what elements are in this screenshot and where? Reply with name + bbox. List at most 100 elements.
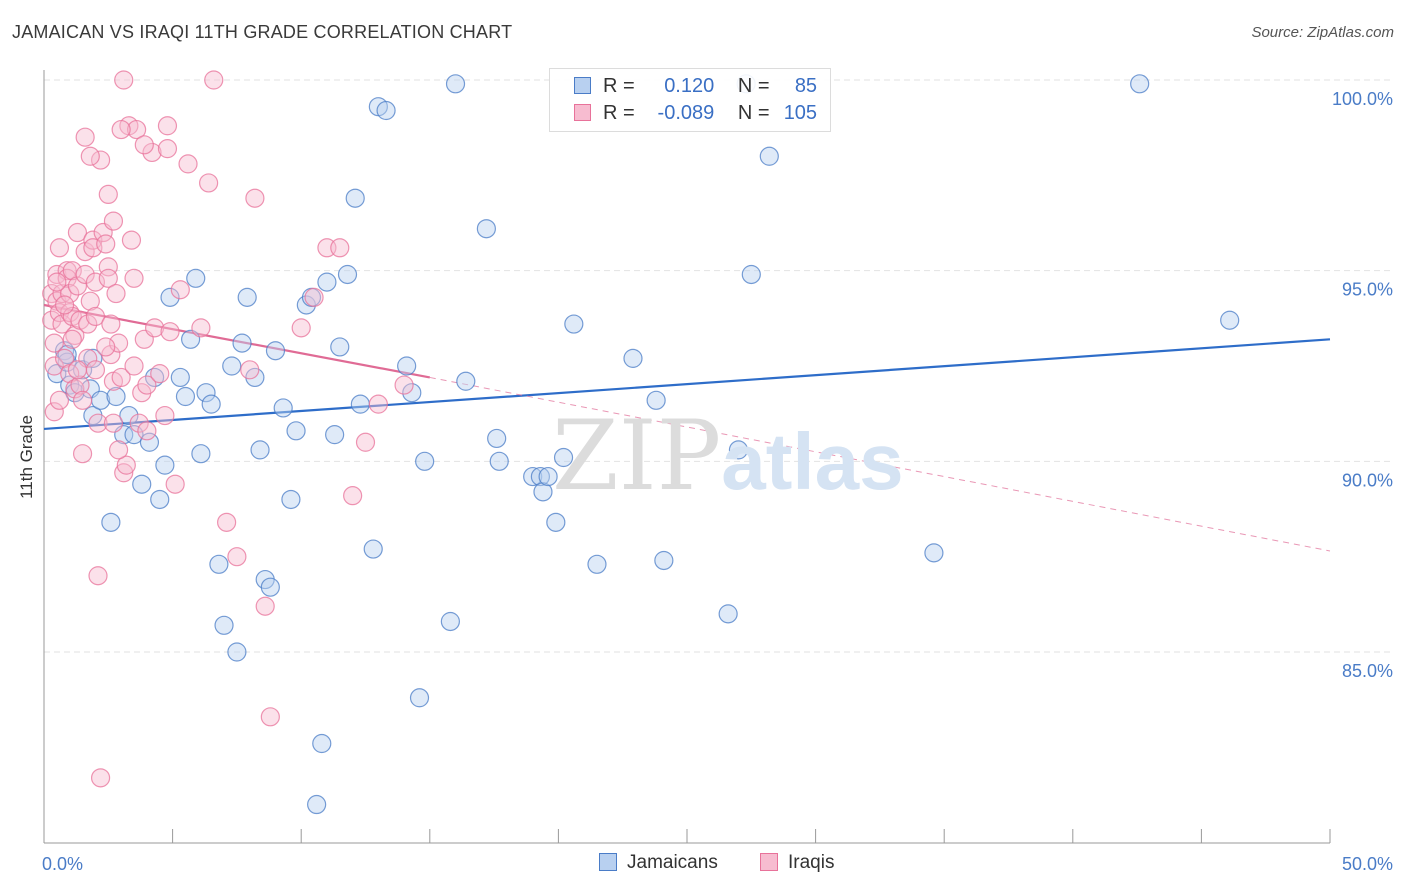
iraqi-point-92 (75, 127, 95, 147)
tick-labels: 85.0% 90.0% 95.0% 100.0% 0.0% 50.0% 11th Grade (17, 89, 1393, 874)
iraqi-point-17 (62, 261, 82, 281)
iraqi-point-91 (80, 146, 100, 166)
bottom-legend-iraqis: Iraqis (760, 852, 834, 874)
iraqi-point-75 (227, 547, 247, 567)
jamaican-point-13 (119, 405, 139, 426)
iraqi-point-66 (157, 116, 178, 136)
legend-row-iraqis: R = -0.089 N = 105 (574, 102, 817, 125)
jamaican-point-20 (160, 287, 180, 307)
jamaican-point-21 (170, 367, 190, 388)
legend-r-value-2: -0.089 (657, 102, 715, 124)
iraqi-point-57 (126, 119, 147, 140)
bottom-legend-swatch-pink (760, 853, 778, 871)
iraqi-point-10 (52, 314, 72, 334)
iraqi-point-55 (124, 268, 144, 288)
iraqi-trend-line (43, 303, 431, 379)
jamaican-point-49 (337, 264, 358, 285)
iraqi-point-87 (394, 375, 414, 395)
iraqi-point-94 (134, 135, 154, 155)
iraqi-point-49 (108, 333, 129, 353)
jamaican-point-62 (487, 428, 507, 449)
iraqi-point-9 (52, 283, 72, 304)
jamaican-point-45 (312, 733, 332, 754)
legend-n-label-1: N = (737, 75, 770, 97)
iraqi-point-54 (121, 230, 142, 250)
jamaican-point-67 (538, 466, 558, 487)
jamaican-point-15 (132, 474, 152, 494)
iraqi-point-84 (343, 486, 363, 506)
jamaican-point-74 (654, 550, 674, 571)
iraqi-point-47 (103, 413, 124, 433)
jamaican-point-25 (191, 444, 211, 464)
iraqi-point-44 (101, 314, 121, 334)
jamaican-point-26 (196, 383, 216, 403)
legend-r-value-1: 0.120 (664, 75, 715, 97)
jamaican-point-58 (440, 611, 460, 632)
jamaican-point-54 (397, 356, 417, 376)
legend-n-value-1: 85 (794, 75, 818, 97)
iraqi-point-14 (60, 283, 80, 304)
chart-title: JAMAICAN VS IRAQI 11TH GRADE CORRELATION… (12, 22, 513, 42)
jamaican-point-68 (546, 512, 566, 532)
iraqi-point-52 (114, 70, 134, 90)
iraqi-point-37 (88, 413, 108, 433)
iraqi-point-62 (142, 142, 162, 163)
jamaican-point-55 (402, 383, 422, 403)
jamaican-point-75 (718, 604, 738, 624)
iraqi-point-21 (67, 222, 88, 243)
jamaican-point-47 (325, 425, 345, 445)
jamaican-point-19 (155, 455, 175, 475)
iraqi-point-70 (178, 154, 198, 174)
jamaican-point-70 (564, 314, 584, 334)
y-tick-label-100: 100.0% (1332, 89, 1393, 109)
jamaican-point-51 (363, 539, 383, 559)
iraqi-point-96 (47, 272, 67, 292)
iraqi-point-4 (44, 402, 64, 422)
jamaican-point-60 (456, 371, 476, 391)
iraqi-point-79 (260, 707, 280, 727)
trend-lines (43, 303, 1331, 552)
iraqi-point-31 (80, 291, 100, 311)
jamaican-point-82 (1220, 310, 1240, 330)
legend-swatch-pink (574, 104, 591, 121)
data-points (42, 70, 1240, 815)
iraqi-point-83 (330, 238, 350, 258)
legend-swatch-blue (574, 77, 591, 94)
iraqi-point-24 (70, 375, 90, 395)
iraqi-point-90 (90, 150, 111, 170)
jamaican-point-18 (150, 489, 170, 510)
iraqi-point-77 (245, 188, 265, 208)
iraqi-point-93 (111, 119, 131, 140)
iraqi-point-73 (204, 70, 224, 90)
jamaican-point-29 (214, 615, 234, 635)
jamaican-point-30 (222, 356, 242, 376)
iraqi-point-68 (165, 474, 185, 494)
legend-r-label-1: R = (603, 75, 635, 97)
axes (43, 70, 1331, 844)
jamaican-point-59 (445, 74, 466, 94)
jamaican-point-48 (330, 337, 350, 357)
jamaican-point-57 (415, 451, 435, 471)
iraqi-point-104 (49, 390, 70, 410)
jamaican-point-50 (350, 394, 370, 414)
x-tick-label-max: 50.0% (1342, 854, 1393, 874)
jamaican-point-27 (201, 394, 221, 414)
jamaican-point-64 (523, 466, 543, 487)
iraqi-point-85 (355, 432, 376, 452)
legend-r-label-2: R = (603, 102, 635, 124)
jamaican-point-9 (83, 348, 103, 368)
iraqi-point-51 (114, 463, 134, 483)
iraqi-point-22 (67, 276, 88, 296)
iraqi-point-99 (67, 360, 88, 380)
y-tick-label-90: 90.0% (1342, 470, 1393, 490)
iraqi-point-20 (65, 379, 85, 399)
chart-source: Source: ZipAtlas.com (1251, 24, 1394, 41)
iraqi-point-100 (96, 337, 116, 357)
iraqi-point-33 (83, 238, 103, 258)
y-tick-label-85: 85.0% (1342, 661, 1393, 681)
jamaican-point-39 (273, 398, 293, 418)
iraqi-point-25 (72, 390, 93, 410)
iraqi-point-101 (116, 455, 136, 475)
jamaican-point-40 (281, 489, 301, 510)
